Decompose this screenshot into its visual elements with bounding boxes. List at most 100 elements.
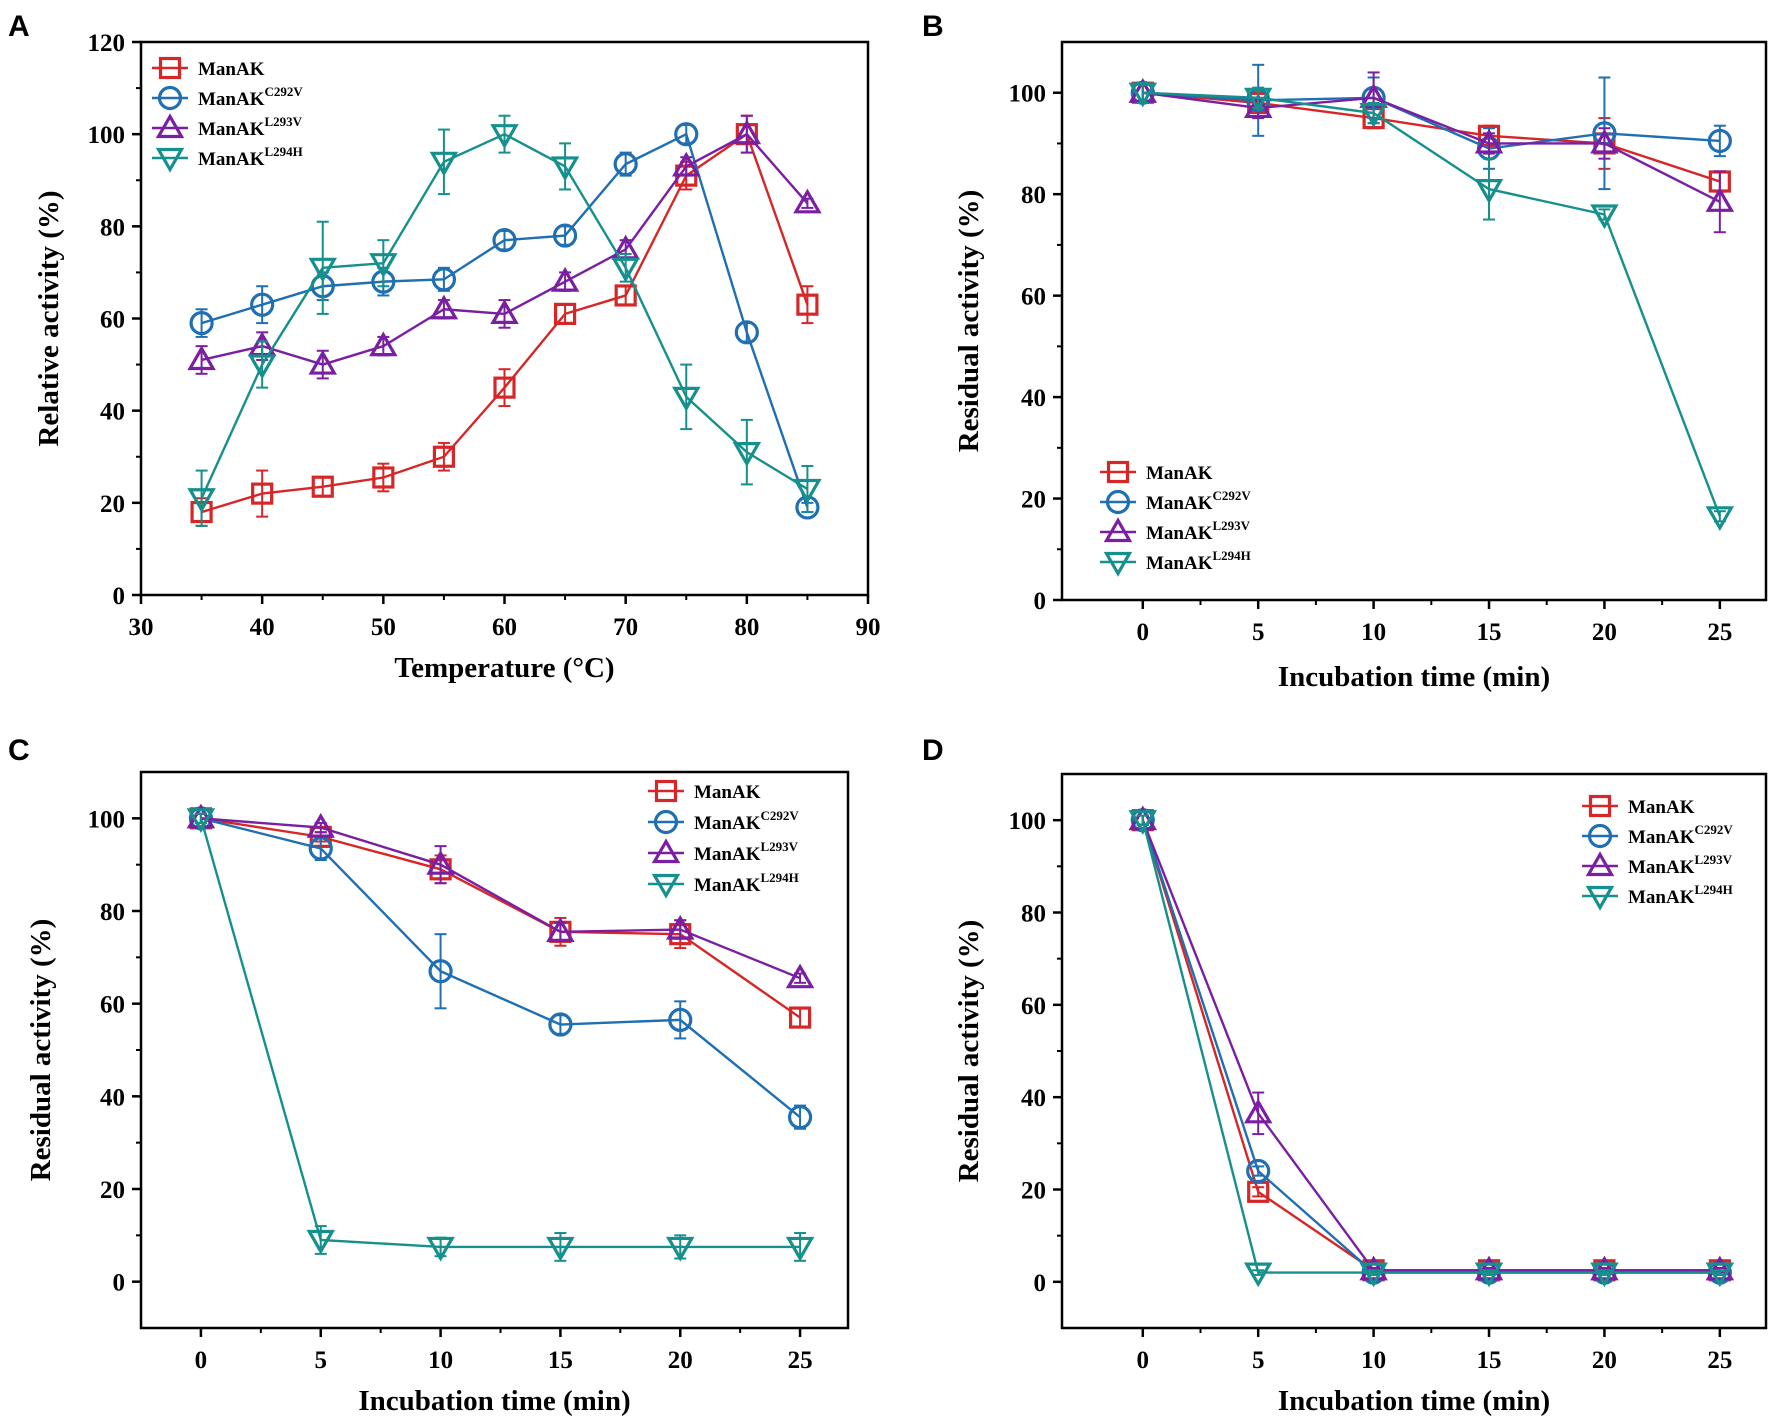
x-tick-label: 30 (129, 614, 154, 641)
data-point (550, 156, 580, 182)
x-axis-title: Incubation time (min) (1278, 1385, 1550, 1417)
legend-marker (1588, 794, 1612, 818)
legend-superscript: C292V (1695, 822, 1734, 837)
x-tick-label: 5 (1252, 1347, 1265, 1374)
data-point (548, 1012, 573, 1037)
panel-letter: D (922, 734, 944, 767)
data-point (785, 963, 815, 989)
legend: ManAK ManAKC292V ManAKL293V ManAKL294H (648, 779, 799, 899)
data-point (369, 253, 398, 278)
data-point (372, 466, 395, 489)
y-tick-label: 20 (100, 491, 125, 518)
data-point (546, 917, 575, 942)
y-tick-label: 60 (1021, 993, 1046, 1020)
data-point (1128, 810, 1158, 835)
data-point (306, 812, 336, 838)
x-tick-label: 25 (1707, 1347, 1732, 1374)
x-tick-label: 25 (1707, 619, 1732, 646)
y-tick-label: 80 (100, 899, 125, 926)
data-point (546, 1236, 575, 1262)
data-point (552, 223, 578, 248)
data-point (614, 284, 637, 307)
series-c292v (1130, 808, 1732, 1285)
data-point (671, 151, 701, 177)
legend-marker (157, 85, 183, 111)
x-tick-label: 15 (1477, 1347, 1502, 1374)
series-line (200, 817, 801, 980)
data-point (796, 293, 819, 316)
x-tick-label: 60 (492, 614, 517, 641)
series-l294h (186, 808, 815, 1262)
data-point (428, 959, 453, 984)
y-tick-label: 0 (113, 583, 126, 610)
legend: ManAK ManAKC292V ManAKL293V ManAKL294H (1582, 794, 1734, 911)
x-tick-label: 20 (668, 1347, 693, 1374)
data-point (426, 1236, 455, 1262)
legend-label: ManAK (198, 59, 265, 80)
data-point (665, 914, 695, 940)
x-axis-title: Incubation time (min) (1278, 661, 1550, 693)
legend-label: ManAKL294H (1628, 882, 1733, 908)
series-line (199, 818, 801, 1249)
data-point (490, 299, 519, 324)
x-tick-label: 15 (548, 1347, 573, 1374)
legend-marker (653, 809, 679, 835)
legend-label: ManAKL293V (1628, 852, 1733, 878)
legend-marker (651, 838, 681, 864)
y-tick-label: 20 (1021, 1178, 1046, 1205)
legend-superscript: L294H (1695, 882, 1733, 897)
legend-label: ManAKC292V (1146, 488, 1251, 514)
series-manak (190, 114, 819, 527)
legend-label: ManAKC292V (694, 808, 799, 834)
legend-superscript: L293V (1695, 852, 1733, 867)
legend-superscript: L293V (1213, 518, 1251, 533)
data-point (1243, 87, 1273, 113)
legend: ManAK ManAKC292V ManAKL293V ManAKL294H (1100, 460, 1251, 577)
data-point (250, 292, 275, 317)
data-point (674, 122, 699, 147)
data-point (426, 849, 455, 875)
legend-marker (1103, 551, 1133, 577)
legend-superscript: C292V (265, 84, 304, 99)
data-point (308, 349, 338, 375)
legend-marker (1587, 823, 1613, 849)
x-tick-label: 0 (1137, 619, 1150, 646)
series-line (1142, 91, 1720, 150)
data-point (1705, 506, 1735, 532)
plot-frame (1060, 40, 1768, 602)
series-manak (1131, 809, 1731, 1282)
data-point (1474, 1255, 1504, 1281)
data-point (668, 1007, 693, 1032)
x-tick-label: 40 (250, 614, 275, 641)
legend-label: ManAK (694, 782, 761, 803)
y-tick-label: 100 (88, 122, 126, 149)
legend-label: ManAKL293V (1146, 518, 1251, 544)
data-point (429, 294, 459, 320)
data-point (734, 320, 759, 345)
data-point (732, 119, 762, 145)
data-point (308, 257, 338, 283)
y-axis-title: Residual activity (%) (25, 919, 57, 1182)
legend-superscript: C292V (1213, 488, 1252, 503)
data-point (189, 311, 214, 336)
legend-marker (158, 56, 182, 80)
legend-marker (1585, 885, 1615, 911)
series-l294h (1128, 81, 1735, 532)
x-tick-label: 50 (371, 614, 396, 641)
data-point (1359, 1255, 1388, 1281)
legend-marker (155, 113, 185, 139)
series-line (1142, 91, 1721, 183)
legend-label: ManAKL294H (694, 870, 799, 896)
legend-label: ManAKL293V (198, 114, 303, 140)
legend-superscript: L294H (1213, 548, 1251, 563)
data-point (788, 1006, 812, 1029)
series-line (200, 817, 801, 1119)
data-point (1243, 1262, 1273, 1288)
y-tick-label: 40 (1021, 385, 1046, 412)
x-tick-label: 25 (788, 1347, 813, 1374)
y-tick-label: 60 (100, 992, 125, 1019)
x-tick-label: 5 (1252, 619, 1265, 646)
data-point (665, 1236, 695, 1262)
data-point (306, 1229, 336, 1255)
data-point (611, 257, 640, 283)
